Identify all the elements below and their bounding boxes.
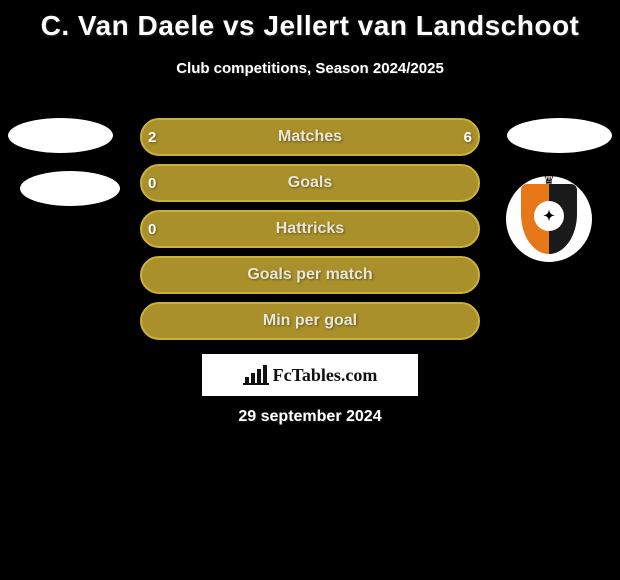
stat-row: Goals per match: [0, 256, 620, 294]
stat-label: Matches: [140, 118, 480, 156]
stat-left-value: 0: [148, 210, 156, 248]
stat-label: Hattricks: [140, 210, 480, 248]
stat-row: Goals0: [0, 164, 620, 202]
subtitle: Club competitions, Season 2024/2025: [0, 60, 620, 77]
stat-row: Hattricks0: [0, 210, 620, 248]
stat-row: Min per goal: [0, 302, 620, 340]
date-label: 29 september 2024: [0, 408, 620, 426]
stat-label: Min per goal: [140, 302, 480, 340]
stat-right-value: 6: [464, 118, 472, 156]
branding-banner: FcTables.com: [202, 354, 418, 396]
stat-left-value: 2: [148, 118, 156, 156]
stat-label: Goals per match: [140, 256, 480, 294]
stat-row: Matches2 6: [0, 118, 620, 156]
page-title: C. Van Daele vs Jellert van Landschoot: [0, 0, 620, 42]
comparison-rows: ♛ ✦ Matches26Goals0Hattricks0Goals per m…: [0, 118, 620, 348]
bar-chart-icon: [243, 365, 269, 385]
stat-label: Goals: [140, 164, 480, 202]
stat-left-value: 0: [148, 164, 156, 202]
branding-text: FcTables.com: [273, 365, 378, 386]
